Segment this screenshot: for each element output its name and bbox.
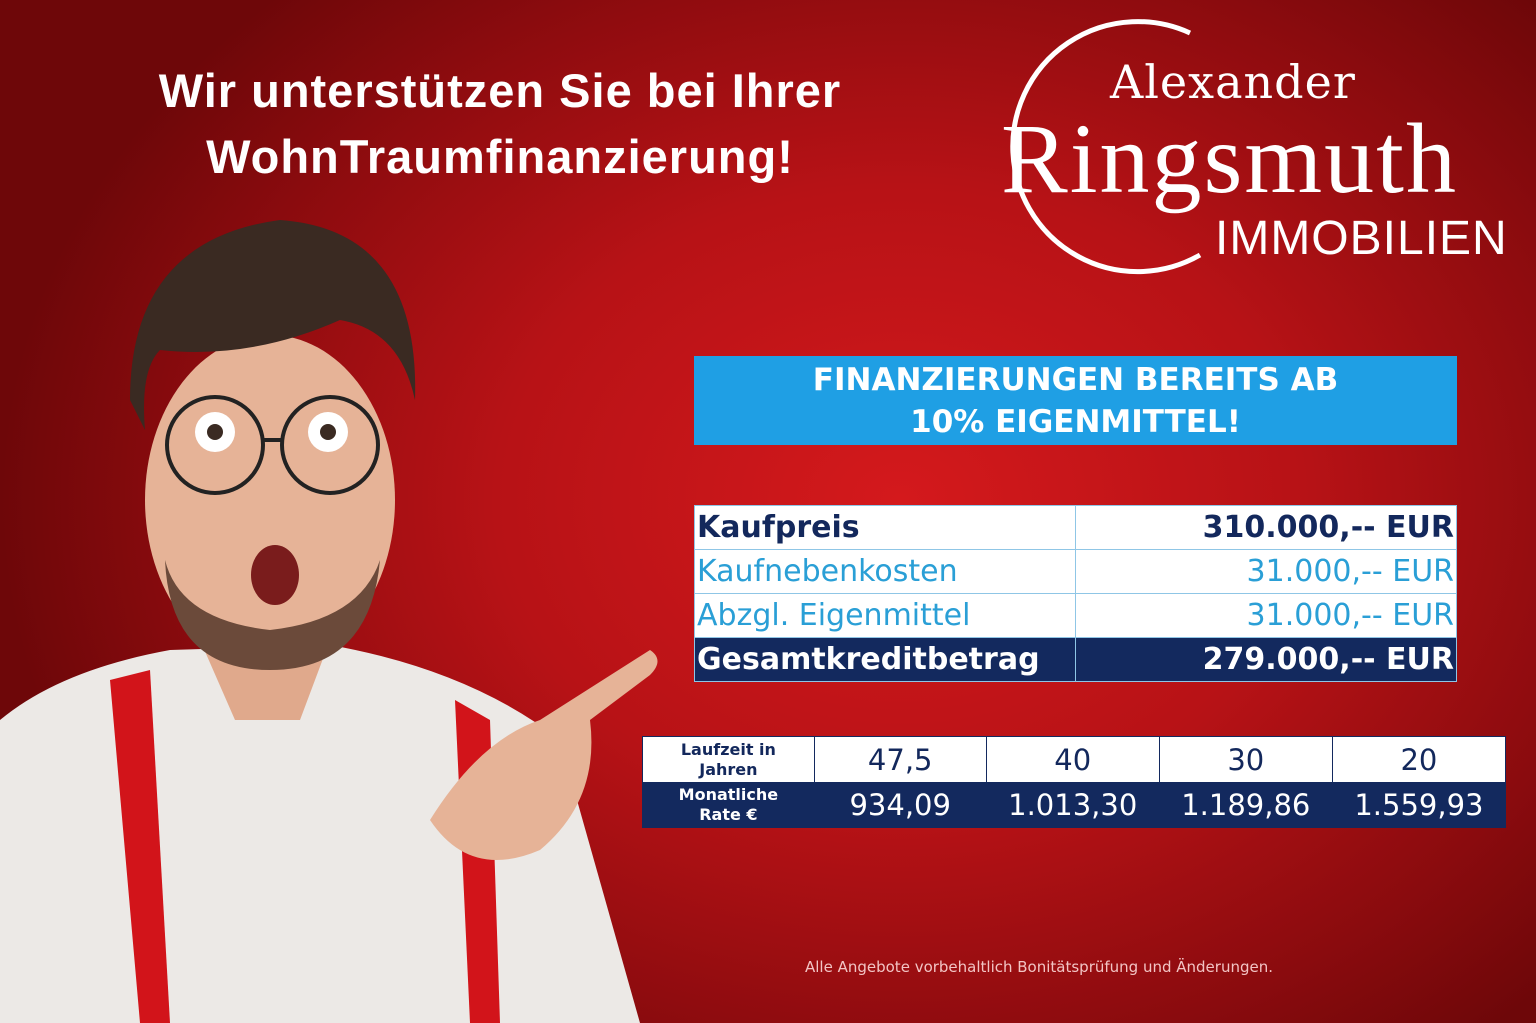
term-cell: 47,5 <box>813 736 987 783</box>
cost-value: 279.000,-- EUR <box>1075 637 1457 682</box>
term-cell: 20 <box>1331 736 1507 783</box>
table-row: Kaufpreis 310.000,-- EUR <box>694 505 1457 550</box>
company-logo: Alexander Ringsmuth IMMOBILIEN <box>975 15 1535 285</box>
banner-line-1: FINANZIERUNGEN BEREITS AB <box>812 361 1339 398</box>
headline-line-1: Wir unterstützen Sie bei Ihrer <box>158 64 842 117</box>
rate-table: Laufzeit in Jahren 47,5 40 30 20 Monatlic… <box>642 736 1507 828</box>
table-row-terms: Laufzeit in Jahren 47,5 40 30 20 <box>642 736 1507 783</box>
term-cell: 30 <box>1158 736 1333 783</box>
rate-cell: 1.189,86 <box>1158 782 1333 828</box>
banner-line-2: 10% EIGENMITTEL! <box>910 403 1241 440</box>
table-row: Kaufnebenkosten 31.000,-- EUR <box>694 549 1457 594</box>
logo-subtitle: IMMOBILIEN <box>1215 212 1508 265</box>
rate-cell: 934,09 <box>813 782 987 828</box>
cost-label: Kaufpreis <box>694 505 1076 550</box>
table-row: Abzgl. Eigenmittel 31.000,-- EUR <box>694 593 1457 638</box>
term-header-line-1: Laufzeit in <box>680 739 776 759</box>
term-cell: 40 <box>985 736 1160 783</box>
disclaimer: Alle Angebote vorbehaltlich Bonitätsprüf… <box>805 958 1273 976</box>
logo-first-name: Alexander <box>1110 55 1356 109</box>
cost-table: Kaufpreis 310.000,-- EUR Kaufnebenkosten 3… <box>694 505 1457 682</box>
table-row-total: Gesamtkreditbetrag 279.000,-- EUR <box>694 637 1457 682</box>
cost-value: 310.000,-- EUR <box>1075 505 1457 550</box>
headline-line-2: WohnTraumfinanzierung! <box>206 130 794 183</box>
term-header-line-2: Jahren <box>699 759 758 779</box>
cost-value: 31.000,-- EUR <box>1075 549 1457 594</box>
headline: Wir unterstützen Sie bei Ihrer WohnTraum… <box>40 58 960 190</box>
table-row-rates: Monatliche Rate € 934,09 1.013,30 1.189,8… <box>642 782 1507 828</box>
surprised-man-photo <box>0 220 658 1023</box>
rate-header-line-2: Rate € <box>699 805 758 824</box>
rate-header-line-1: Monatliche <box>678 785 779 804</box>
logo-last-name: Ringsmuth <box>1001 103 1458 214</box>
financing-banner: FINANZIERUNGEN BEREITS AB 10% EIGENMITTE… <box>694 356 1457 445</box>
cost-value: 31.000,-- EUR <box>1075 593 1457 638</box>
cost-label: Abzgl. Eigenmittel <box>694 593 1076 638</box>
rate-cell: 1.559,93 <box>1331 782 1507 828</box>
term-header: Laufzeit in Jahren <box>642 736 815 783</box>
cost-label: Gesamtkreditbetrag <box>694 637 1076 682</box>
rate-header: Monatliche Rate € <box>642 782 815 828</box>
cost-label: Kaufnebenkosten <box>694 549 1076 594</box>
rate-cell: 1.013,30 <box>985 782 1160 828</box>
logo-circle-arc <box>1010 19 1202 275</box>
